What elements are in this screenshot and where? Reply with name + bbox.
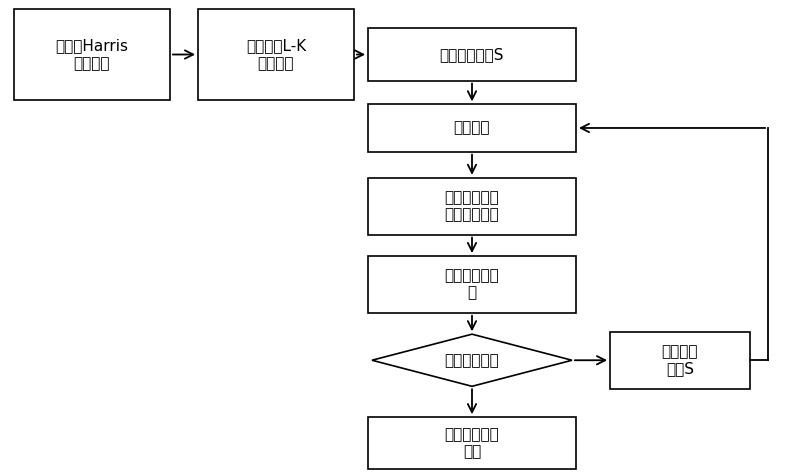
Bar: [368, 417, 576, 469]
Text: 代入仿射模型
求解仿射模型: 代入仿射模型 求解仿射模型: [445, 190, 499, 222]
Text: 多分辨率L-K
光流跟踪: 多分辨率L-K 光流跟踪: [246, 38, 306, 71]
Bar: [368, 28, 576, 81]
Bar: [198, 9, 354, 100]
Bar: [368, 256, 576, 313]
Bar: [610, 332, 750, 389]
Text: 初始特征集合S: 初始特征集合S: [440, 47, 504, 62]
Text: 是否大于阈值: 是否大于阈值: [445, 353, 499, 368]
Text: 代入模型求误
差: 代入模型求误 差: [445, 268, 499, 301]
Text: 分散式Harris
角点提取: 分散式Harris 角点提取: [55, 38, 129, 71]
Text: 随机采样: 随机采样: [454, 120, 490, 136]
Text: 删除坏点
更新S: 删除坏点 更新S: [662, 344, 698, 376]
Bar: [368, 178, 576, 235]
Bar: [368, 104, 576, 152]
Polygon shape: [372, 334, 572, 386]
Text: 输出仿射参数
矩阵: 输出仿射参数 矩阵: [445, 427, 499, 459]
Bar: [14, 9, 170, 100]
